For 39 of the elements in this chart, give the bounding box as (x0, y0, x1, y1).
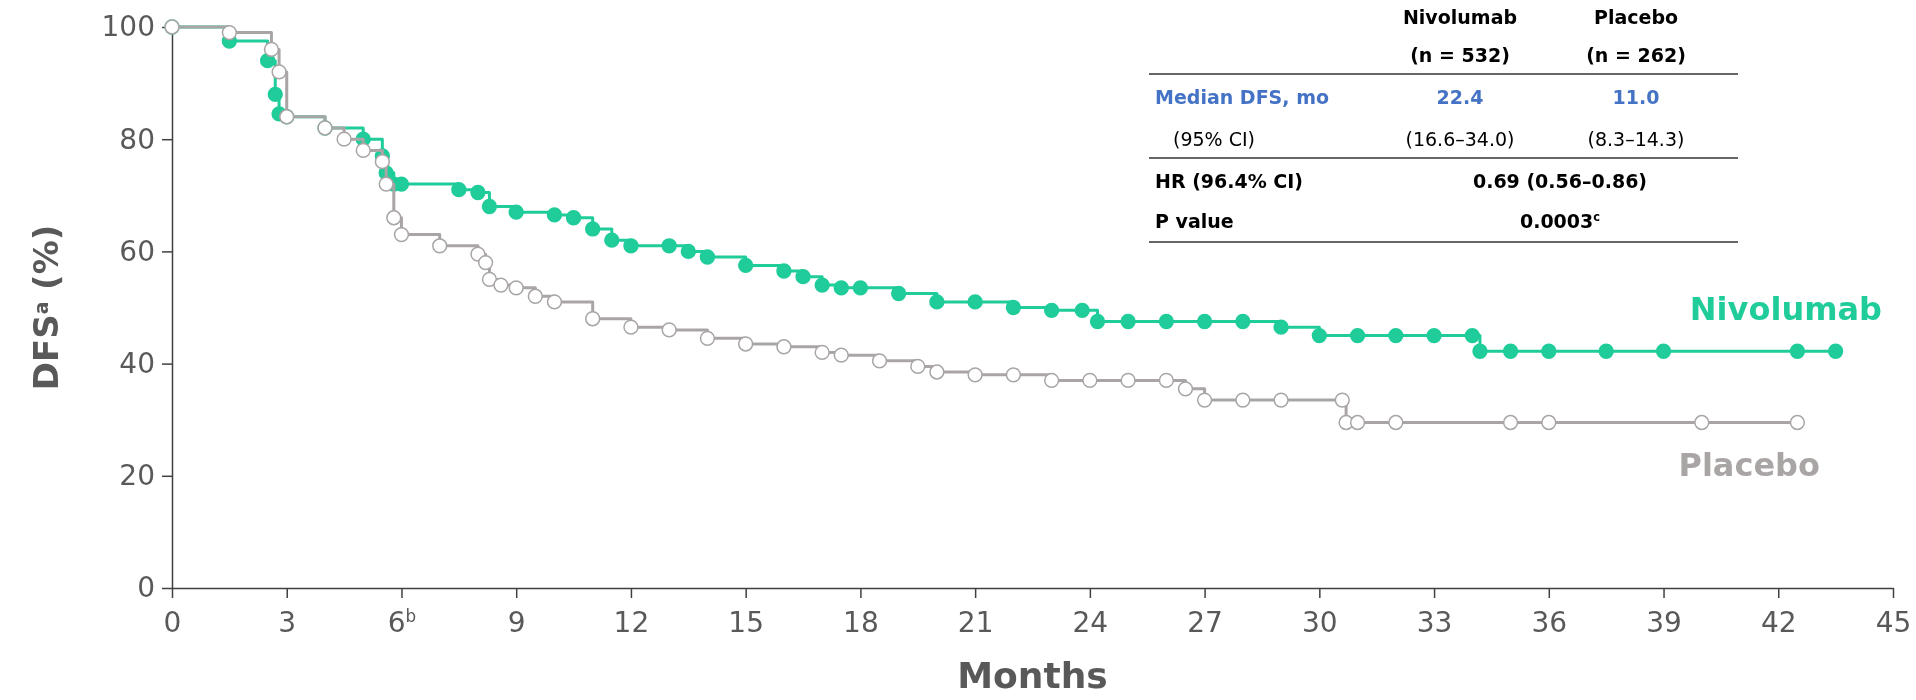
annotation: 0.0003$^{c}$ (1519, 210, 1601, 232)
annotation: P value (1155, 210, 1234, 232)
x-tick-label: 15 (728, 605, 764, 639)
x-tick-label: 24 (1072, 605, 1109, 639)
y-tick-label: 40 (119, 347, 155, 381)
x-tick-label: 30 (1302, 605, 1338, 639)
annotation: (95% CI) (1173, 128, 1255, 150)
x-tick-label: 39 (1646, 605, 1682, 639)
x-axis-title: Months (957, 655, 1108, 696)
annotation: Median DFS, mo (1155, 86, 1329, 108)
x-tick-label: 6$^{b}$ (387, 605, 417, 639)
annotation: HR (96.4% CI) (1155, 170, 1304, 192)
x-tick-label: 9 (507, 605, 526, 639)
annotation: (n = 262) (1586, 44, 1686, 66)
annotation: (n = 532) (1410, 44, 1510, 66)
x-tick-label: 12 (613, 605, 650, 639)
x-tick-label: 33 (1416, 605, 1453, 639)
x-tick-label: 0 (163, 605, 182, 639)
annotation: 11.0 (1612, 86, 1660, 108)
annotation: 0.69 (0.56–0.86) (1472, 170, 1648, 192)
x-tick-label: 21 (957, 605, 994, 639)
y-tick-label: 100 (101, 10, 155, 44)
annotation: (16.6–34.0) (1405, 128, 1515, 150)
x-tick-label: 27 (1187, 605, 1223, 639)
annotation: Nivolumab (1402, 6, 1518, 28)
y-tick-label: 0 (137, 571, 155, 605)
series-label: Nivolumab (1689, 290, 1882, 328)
x-tick-label: 18 (843, 605, 879, 639)
y-tick-label: 60 (119, 234, 155, 268)
annotation: 22.4 (1436, 86, 1484, 108)
x-tick-label: 36 (1531, 605, 1568, 639)
y-tick-label: 20 (119, 459, 155, 493)
x-tick-label: 3 (278, 605, 297, 639)
x-tick-label: 42 (1760, 605, 1797, 639)
series-label: Placebo (1678, 446, 1820, 484)
annotation: (8.3–14.3) (1587, 128, 1685, 150)
x-tick-label: 45 (1875, 605, 1912, 639)
annotation: Placebo (1593, 6, 1679, 28)
y-tick-label: 80 (119, 122, 155, 156)
